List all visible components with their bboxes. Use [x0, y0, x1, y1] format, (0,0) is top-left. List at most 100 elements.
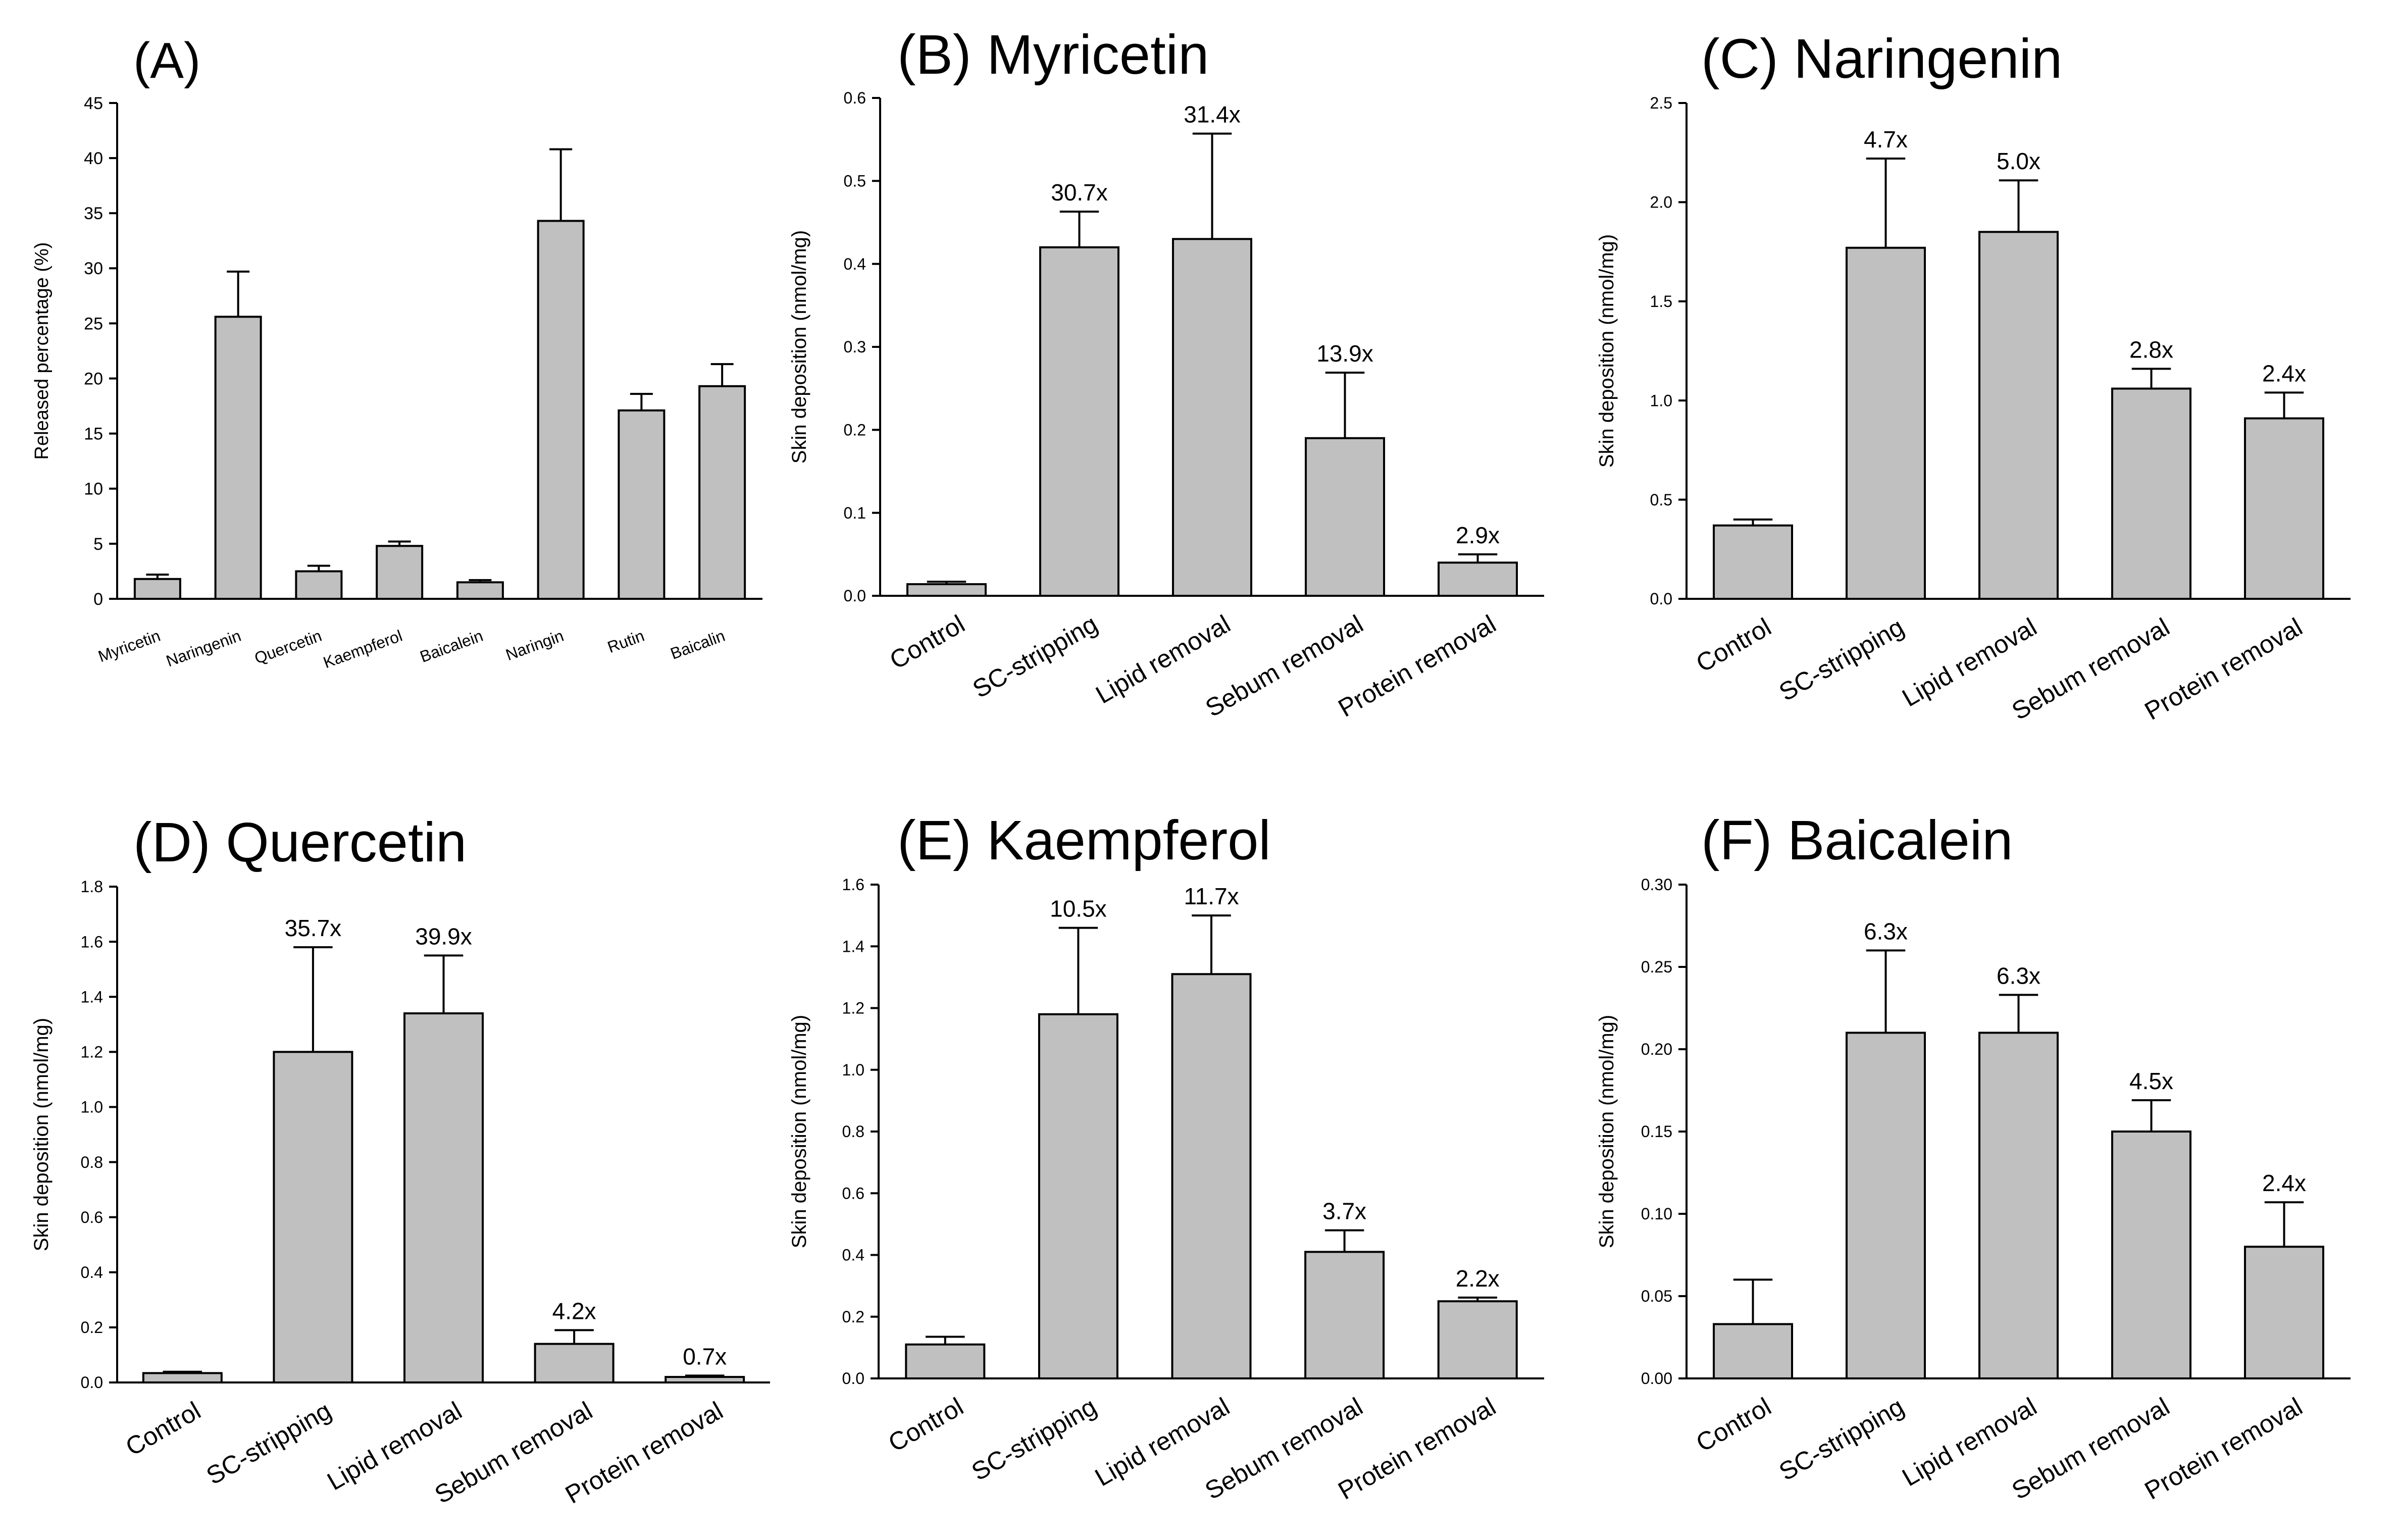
panel-e-y-tick-label: 1.0	[842, 1061, 864, 1079]
panel-c-annotation: 4.7x	[1864, 126, 1908, 152]
panel-c-bar	[2111, 387, 2191, 600]
panel-a-y-axis-label: Released percentage (%)	[31, 242, 53, 460]
panel-c-y-tick-label: 1.0	[1650, 391, 1672, 409]
panel-f-y-tick-label: 0.30	[1641, 876, 1672, 894]
panel-a-category-label: Rutin	[605, 627, 647, 656]
panel-f-y-tick-label: 0.25	[1641, 958, 1672, 976]
panel-d-y-tick-label: 0.8	[81, 1153, 103, 1171]
panel-d-y-tick-label: 1.0	[81, 1098, 103, 1116]
panel-d-y-tick-label: 0.2	[81, 1318, 103, 1337]
panel-f: (F) Baicalein Skin deposition (nmol/mg) 0.…	[1596, 809, 2351, 1505]
panel-c-y-tick-label: 0.5	[1650, 491, 1672, 509]
panel-e-bar	[1304, 1251, 1385, 1379]
panel-a-category-label: Quercetin	[252, 627, 324, 668]
panel-b-annotation: 31.4x	[1184, 101, 1241, 128]
panel-f-category-label: SC-stripping	[1774, 1392, 1909, 1486]
panel-b-y-tick-label: 0.6	[844, 89, 866, 107]
panel-d-y-tick-label: 1.6	[81, 933, 103, 951]
panel-b-bar	[1172, 238, 1252, 597]
panel-b-bar	[906, 583, 987, 597]
panel-e-y-tick-label: 0.2	[842, 1308, 864, 1326]
panel-c-title: (C) Naringenin	[1701, 28, 2062, 90]
panel-f-annotation: 4.5x	[2129, 1068, 2173, 1094]
panel-b-bar	[1438, 561, 1518, 597]
panel-b-annotation: 2.9x	[1456, 522, 1500, 548]
panel-c-bar	[1978, 231, 2059, 600]
panel-d-annotation: 0.7x	[683, 1343, 727, 1369]
panel-f-bar	[2111, 1131, 2191, 1379]
panel-b-category-label: Control	[885, 609, 969, 675]
panel-e-y-tick-label: 0.6	[842, 1184, 864, 1202]
panel-d-bar	[273, 1051, 353, 1383]
panel-a: (A) Released percentage (%) 0 5 10 15 20 25 30 35…	[31, 32, 762, 672]
panel-e: (E) Kaempferol Skin deposition (nmol/mg) 0…	[788, 809, 1544, 1505]
panel-d-category-label: Control	[121, 1396, 206, 1461]
panel-d-bar	[403, 1012, 484, 1383]
panel-a-y-tick-label: 35	[84, 204, 103, 223]
panel-d: (D) Quercetin Skin deposition (nmol/mg) 0.…	[30, 811, 770, 1509]
panel-f-title: (F) Baicalein	[1701, 809, 2013, 871]
panel-a-category-label: Baicalin	[668, 627, 728, 663]
panel-e-bar	[1038, 1013, 1118, 1379]
panel-b-annotation: 30.7x	[1051, 179, 1108, 206]
panel-e-bar	[1437, 1300, 1518, 1379]
panel-a-category-label: Baicalein	[418, 627, 485, 666]
panel-d-bar	[534, 1343, 615, 1384]
panel-a-bar	[376, 545, 424, 600]
panel-a-bar	[214, 316, 262, 600]
panel-e-y-tick-label: 1.2	[842, 999, 864, 1017]
panel-a-title: (A)	[133, 32, 200, 89]
panel-a-category-label: Naringin	[503, 627, 566, 664]
panel-b-y-tick-label: 0.0	[844, 587, 866, 605]
panel-c-annotation: 5.0x	[1997, 148, 2040, 174]
panel-b-bar	[1039, 246, 1119, 597]
panel-d-annotation: 39.9x	[415, 923, 472, 949]
panel-a-y-tick-label: 20	[84, 369, 103, 388]
panel-c-y-tick-label: 2.5	[1650, 94, 1672, 112]
panel-c-y-tick-label: 0.0	[1650, 590, 1672, 608]
panel-b-y-tick-label: 0.4	[844, 255, 866, 273]
panel-c-bar	[1846, 246, 1926, 600]
panel-a-bar	[537, 220, 585, 600]
panel-c-bar	[1713, 524, 1793, 600]
panel-d-y-tick-label: 1.8	[81, 878, 103, 896]
panel-f-y-tick-label: 0.20	[1641, 1040, 1672, 1058]
panel-f-y-tick-label: 0.00	[1641, 1369, 1672, 1388]
panel-b: (B) Myricetin Skin deposition (nmol/mg) 0.…	[788, 24, 1544, 723]
panel-b-y-tick-label: 0.2	[844, 421, 866, 439]
panel-e-y-tick-label: 0.0	[842, 1369, 864, 1388]
panel-b-annotation: 13.9x	[1316, 340, 1373, 367]
panel-c-annotation: 2.8x	[2129, 336, 2173, 363]
panel-d-category-label: SC-stripping	[201, 1396, 336, 1490]
panel-f-bar	[2244, 1246, 2324, 1379]
panel-d-annotation: 35.7x	[285, 915, 342, 941]
panel-e-y-tick-label: 1.4	[842, 937, 864, 955]
panel-e-annotation: 2.2x	[1456, 1265, 1500, 1292]
panel-f-y-tick-label: 0.05	[1641, 1287, 1672, 1305]
panel-f-y-tick-label: 0.10	[1641, 1205, 1672, 1223]
panel-f-category-label: Control	[1691, 1392, 1776, 1457]
panel-e-title: (E) Kaempferol	[897, 809, 1271, 871]
panel-f-y-axis-label: Skin deposition (nmol/mg)	[1596, 1015, 1618, 1248]
panel-a-category-label: Naringenin	[164, 627, 243, 671]
panel-b-title: (B) Myricetin	[897, 24, 1209, 86]
panel-f-bar	[1846, 1032, 1926, 1379]
panel-a-bar	[456, 581, 504, 600]
panel-a-category-label: Kaempferol	[321, 627, 404, 672]
panel-d-y-tick-label: 0.4	[81, 1263, 103, 1281]
panel-e-category-label: SC-stripping	[967, 1392, 1101, 1486]
panel-c-bar	[2244, 417, 2324, 600]
panel-d-y-tick-label: 1.2	[81, 1043, 103, 1061]
panel-b-bar	[1305, 437, 1385, 597]
panel-f-y-tick-label: 0.15	[1641, 1122, 1672, 1141]
panel-d-annotation: 4.2x	[552, 1298, 596, 1324]
panel-d-y-axis-label: Skin deposition (nmol/mg)	[30, 1018, 53, 1251]
panel-b-y-axis-label: Skin deposition (nmol/mg)	[788, 230, 810, 464]
panel-a-y-tick-label: 0	[93, 590, 103, 609]
panel-c-category-label: Control	[1691, 612, 1776, 678]
panel-c-y-tick-label: 2.0	[1650, 193, 1672, 212]
panel-f-annotation: 6.3x	[1864, 918, 1908, 944]
panel-c-category-label: SC-stripping	[1774, 612, 1909, 706]
panel-f-bar	[1978, 1032, 2059, 1379]
